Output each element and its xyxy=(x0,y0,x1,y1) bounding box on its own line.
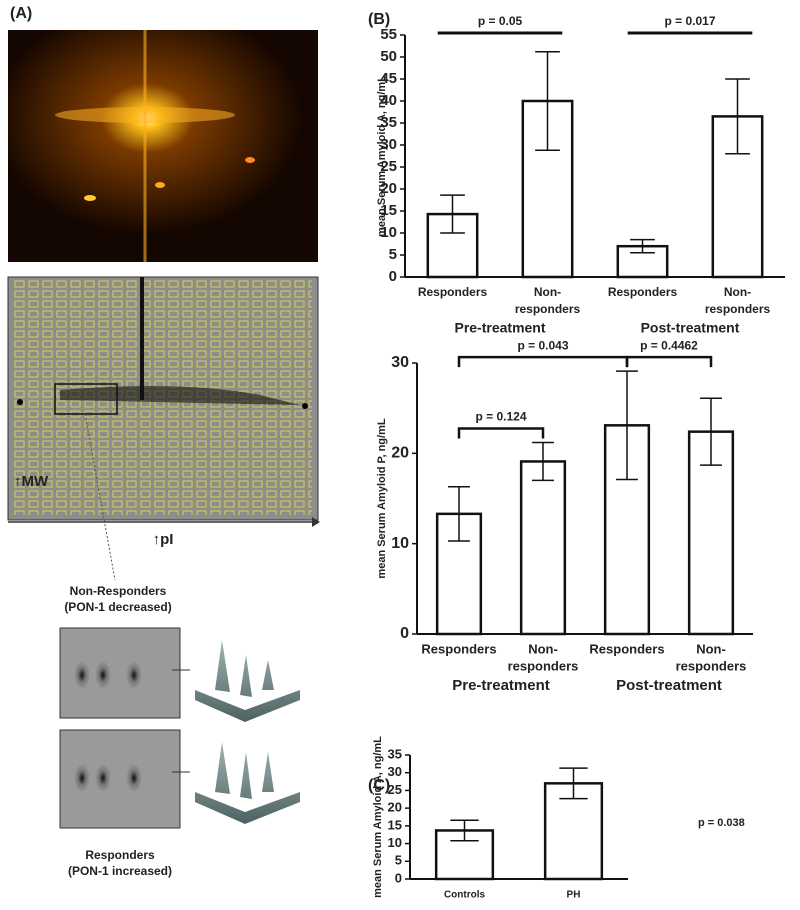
y-tick-label: 10 xyxy=(380,224,397,241)
spot-zoom xyxy=(59,627,300,829)
group-label: Pre-treatment xyxy=(454,320,545,336)
y-tick-label: 15 xyxy=(380,202,397,219)
panel-label: (B) xyxy=(368,11,390,28)
gel-image xyxy=(8,30,318,262)
y-tick-label: 10 xyxy=(391,535,409,552)
y-tick-label: 35 xyxy=(388,746,402,761)
group-label: (PON-1 decreased) xyxy=(64,600,171,614)
p-value: p = 0.017 xyxy=(664,14,715,28)
gel-spot-map xyxy=(7,276,319,581)
panel-label: (A) xyxy=(10,5,32,22)
mw-label: ↑MW xyxy=(14,473,49,490)
y-tick-label: 50 xyxy=(380,48,397,65)
p-value: p = 0.043 xyxy=(517,338,568,352)
p-value: p = 0.038 xyxy=(698,817,745,829)
bar xyxy=(519,460,567,636)
y-axis-title: mean Serum Amyloid A, ng/mL xyxy=(372,736,384,898)
p-value: p = 0.05 xyxy=(478,14,523,28)
group-label: Post-treatment xyxy=(641,320,740,336)
y-tick-label: 15 xyxy=(388,817,402,832)
significance-bracket xyxy=(457,355,629,368)
y-tick-label: 20 xyxy=(388,800,402,815)
y-tick-label: 10 xyxy=(388,835,402,850)
x-tick-label: responders xyxy=(515,302,581,316)
panel-label: (C) xyxy=(368,777,390,794)
group-label: Responders xyxy=(85,848,155,862)
x-tick-label: Non- xyxy=(696,641,726,656)
x-tick-label: responders xyxy=(508,658,579,673)
x-tick-label: Responders xyxy=(418,285,488,299)
group-label: Non-Responders xyxy=(70,584,167,598)
y-axis-title: mean Serum Amyloid A, ng/mL xyxy=(376,75,388,237)
y-tick-label: 45 xyxy=(380,70,397,87)
y-tick-label: 20 xyxy=(391,445,409,462)
x-tick-label: Non- xyxy=(724,285,751,299)
significance-bracket xyxy=(457,427,545,439)
pi-label: ↑pI xyxy=(153,531,174,548)
y-tick-label: 5 xyxy=(389,246,397,263)
significance-bracket xyxy=(625,355,713,368)
y-tick-label: 25 xyxy=(380,158,397,175)
y-tick-label: 20 xyxy=(380,180,397,197)
x-tick-label: Responders xyxy=(589,641,664,656)
y-tick-label: 0 xyxy=(389,268,397,285)
y-tick-label: 0 xyxy=(395,870,402,885)
group-label: Pre-treatment xyxy=(452,677,550,694)
y-tick-label: 30 xyxy=(380,136,397,153)
y-tick-label: 55 xyxy=(380,26,397,43)
y-tick-label: 0 xyxy=(400,625,409,642)
arrowhead xyxy=(312,517,320,527)
y-tick-label: 5 xyxy=(395,853,402,868)
x-tick-label: Responders xyxy=(608,285,678,299)
x-tick-label: responders xyxy=(676,658,747,673)
x-tick-label: Controls xyxy=(444,890,486,901)
x-tick-label: Non- xyxy=(534,285,561,299)
p-value: p = 0.4462 xyxy=(640,338,698,352)
p-value: p = 0.124 xyxy=(475,410,526,424)
y-tick-label: 30 xyxy=(388,764,402,779)
x-tick-label: Responders xyxy=(421,641,496,656)
x-tick-label: PH xyxy=(567,890,581,901)
y-tick-label: 35 xyxy=(380,114,397,131)
y-tick-label: 30 xyxy=(391,354,409,371)
y-axis-title: mean Serum Amyloid P, ng/mL xyxy=(376,418,388,578)
group-label: Post-treatment xyxy=(616,677,722,694)
group-label: (PON-1 increased) xyxy=(68,864,172,878)
y-tick-label: 25 xyxy=(388,782,402,797)
y-tick-label: 40 xyxy=(380,92,397,109)
x-tick-label: Non- xyxy=(528,641,558,656)
x-tick-label: responders xyxy=(705,302,771,316)
